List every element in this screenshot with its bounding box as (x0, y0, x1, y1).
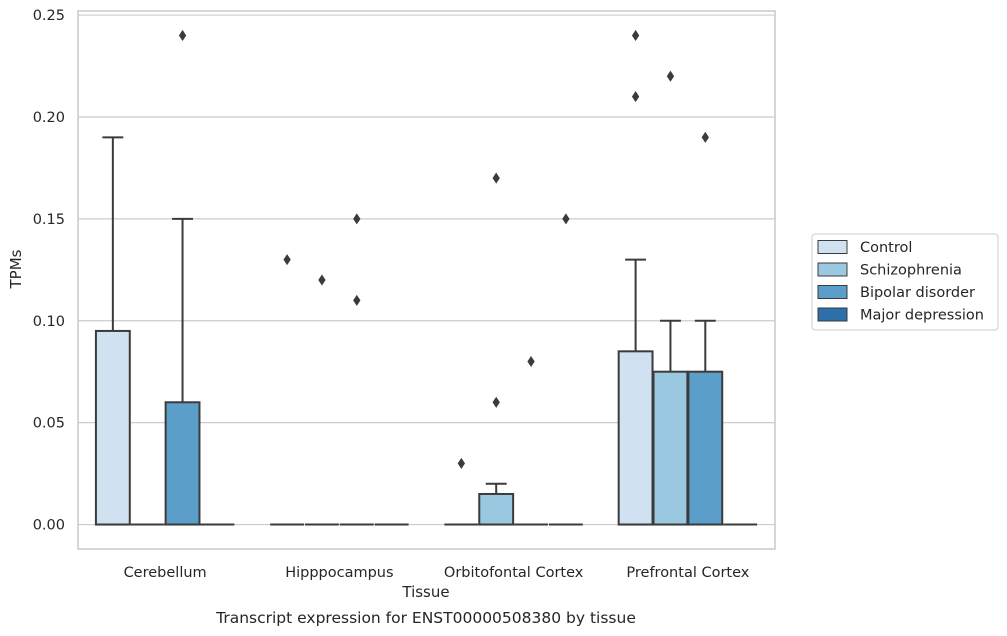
outlier-point (353, 213, 361, 225)
outlier-point (283, 254, 291, 266)
box-body (478, 492, 515, 526)
legend-label: Bipolar disorder (860, 285, 975, 301)
box-bipolar-disorder (164, 217, 201, 526)
outlier-point (457, 457, 466, 469)
x-tick-label: Cerebellum (124, 565, 207, 581)
outlier-point (562, 213, 570, 225)
outlier-point (666, 70, 675, 82)
box-body (652, 370, 689, 526)
legend-item: Schizophrenia (817, 262, 962, 279)
box-body (687, 370, 724, 526)
y-tick-label: 0.05 (33, 416, 65, 432)
x-tick-label: Hipppocampus (285, 565, 393, 581)
legend-item: Control (817, 240, 912, 256)
y-tick-label: 0.15 (33, 212, 65, 228)
y-tick-label: 0.20 (33, 110, 65, 126)
outlier-point (631, 29, 640, 41)
legend-item: Major depression (817, 307, 984, 324)
outlier-point (492, 396, 500, 408)
outlier-point (527, 355, 535, 368)
outlier-point (701, 131, 709, 143)
plot-area-frame (77, 10, 776, 550)
legend-swatch (817, 285, 848, 299)
box-bipolar-disorder (687, 319, 724, 526)
y-tick-label: 0.00 (33, 518, 65, 534)
legend-label: Schizophrenia (860, 263, 962, 279)
outlier-point (631, 91, 640, 103)
box-control (94, 136, 131, 526)
box-body (164, 401, 201, 526)
outliers (178, 29, 709, 469)
box-schizophrenia (478, 482, 515, 526)
legend-swatch (817, 307, 848, 322)
x-tick-label: Orbitofontal Cortex (444, 565, 584, 581)
box-body (94, 329, 131, 526)
outlier-point (318, 274, 326, 286)
box-control (617, 258, 654, 526)
outlier-point (492, 172, 500, 184)
x-axis-label: Tissue (401, 583, 449, 601)
legend-item: Bipolar disorder (817, 285, 975, 301)
y-tick-label: 0.10 (33, 314, 65, 330)
box-schizophrenia (652, 319, 689, 526)
x-axis-ticks: Cerebellum Hipppocampus Orbitofontal Corte… (124, 565, 750, 581)
legend-label: Control (860, 240, 912, 256)
y-axis-ticks: 0.00 0.05 0.10 0.15 0.20 0.25 (33, 8, 65, 533)
legend: Control Schizophrenia Bipolar disorder Majo… (811, 233, 999, 331)
x-tick-label: Prefrontal Cortex (626, 565, 749, 581)
outlier-point (353, 294, 361, 306)
legend-label: Major depression (860, 308, 984, 324)
y-axis-label: TPMs (7, 249, 25, 289)
legend-swatch (817, 262, 848, 277)
legend-frame (811, 233, 999, 331)
box-body (617, 350, 654, 526)
chart-caption: Transcript expression for ENST0000050838… (215, 609, 636, 627)
outlier-point (178, 29, 187, 41)
boxes (94, 136, 758, 526)
legend-swatch (817, 240, 848, 254)
y-tick-label: 0.25 (33, 8, 65, 24)
